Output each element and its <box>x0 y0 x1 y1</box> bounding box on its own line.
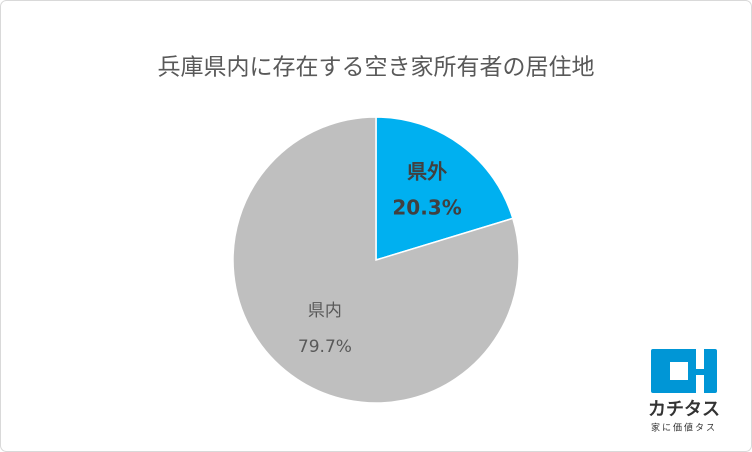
logo: カチタス 家に価値タス <box>648 349 720 434</box>
slice-label: 県内 <box>308 301 342 321</box>
slice-label: 県外 <box>407 160 447 184</box>
logo-icon-part <box>696 375 704 393</box>
logo-icon-part <box>670 362 688 380</box>
pie-slice <box>375 116 514 262</box>
slice-value-label: 79.7% <box>298 337 352 357</box>
logo-name: カチタス <box>648 399 720 420</box>
logo-icon-part <box>696 349 704 369</box>
pie-slice <box>232 116 520 404</box>
slice-value-label: 20.3% <box>392 196 461 220</box>
chart-title: 兵庫県内に存在する空き家所有者の居住地 <box>158 55 595 81</box>
logo-tagline: 家に価値タス <box>651 422 717 434</box>
